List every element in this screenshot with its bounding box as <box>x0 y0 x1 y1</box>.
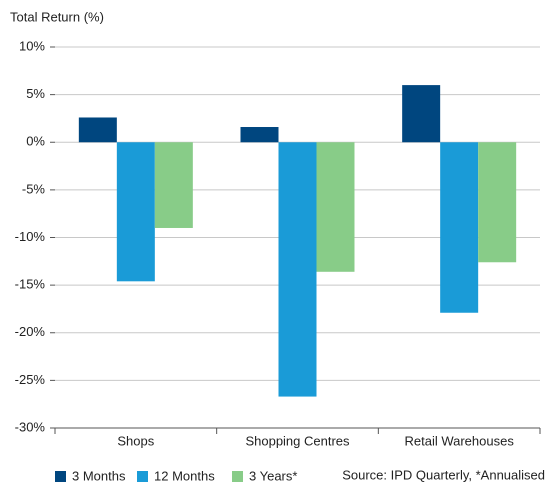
x-tick-label: Retail Warehouses <box>404 433 514 448</box>
legend-label: 3 Years* <box>249 468 297 483</box>
x-tick-label: Shopping Centres <box>245 433 350 448</box>
bar <box>240 127 279 143</box>
legend-swatch <box>232 471 243 482</box>
y-tick-label: -20% <box>15 324 46 339</box>
y-tick-label: -25% <box>15 372 46 387</box>
bar <box>478 142 517 263</box>
x-tick-label: Shops <box>117 433 154 448</box>
bar <box>278 142 317 397</box>
y-tick-label: -30% <box>15 419 46 434</box>
bar <box>316 142 355 272</box>
y-tick-label: -5% <box>22 181 46 196</box>
bar <box>402 85 441 143</box>
legend-label: 3 Months <box>72 468 126 483</box>
legend-swatch <box>55 471 66 482</box>
bar <box>78 117 117 143</box>
legend-label: 12 Months <box>154 468 215 483</box>
bar <box>154 142 193 228</box>
y-tick-label: -15% <box>15 277 46 292</box>
y-tick-label: 10% <box>19 38 45 53</box>
source-note: Source: IPD Quarterly, *Annualised <box>342 467 545 482</box>
y-tick-label: 0% <box>26 134 45 149</box>
bar <box>440 142 479 313</box>
y-axis-label: Total Return (%) <box>10 9 104 24</box>
y-tick-label: -10% <box>15 229 46 244</box>
bar <box>116 142 155 282</box>
y-tick-label: 5% <box>26 86 45 101</box>
legend-swatch <box>137 471 148 482</box>
